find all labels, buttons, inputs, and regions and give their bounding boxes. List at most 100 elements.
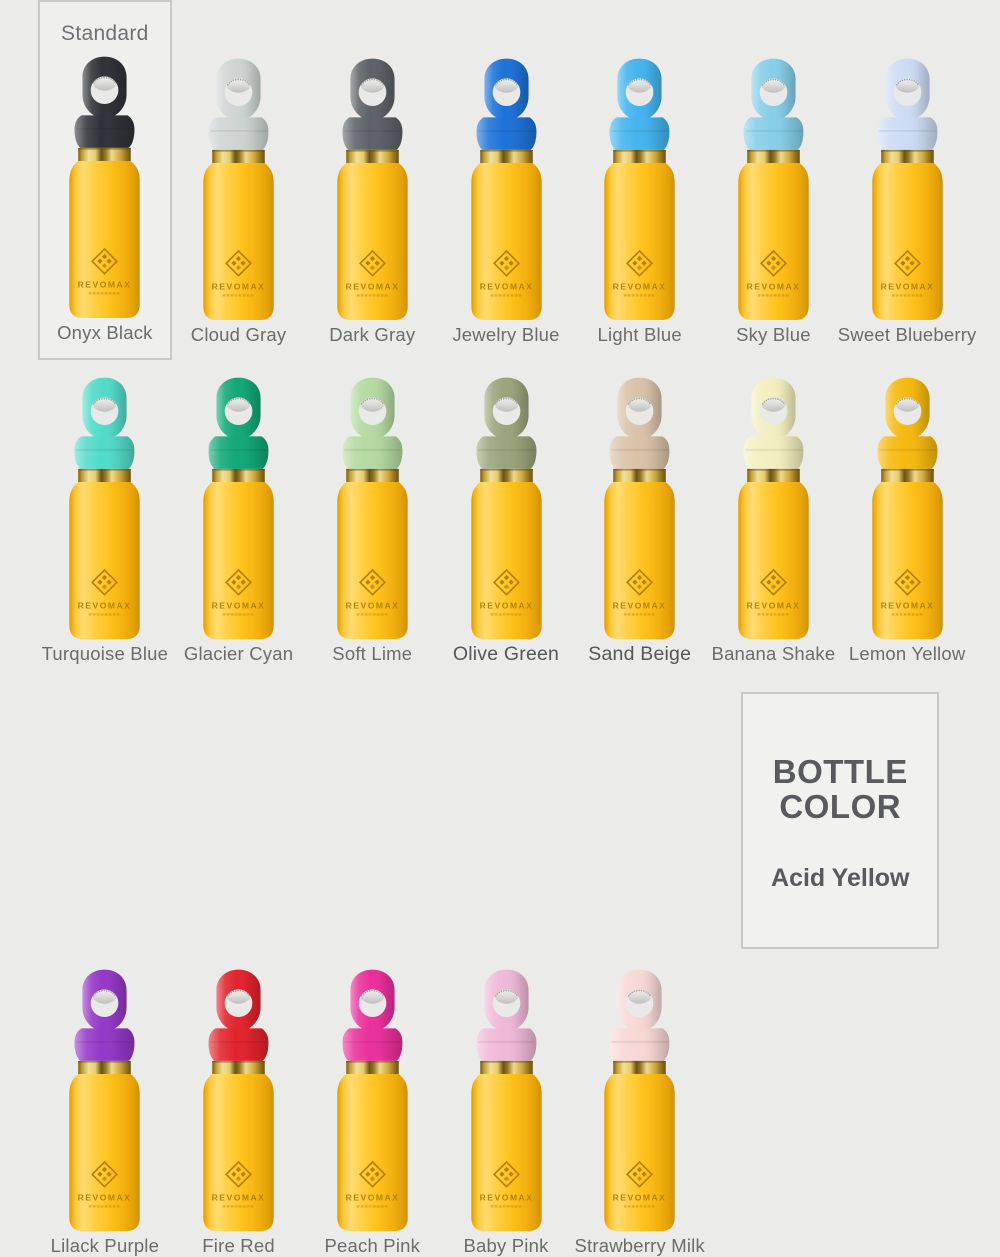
bottle-illustration: REVOMAX bbox=[738, 377, 809, 640]
bottle-swatch: REVOMAX Fire Red bbox=[172, 949, 306, 1257]
cap-color-label: Onyx Black bbox=[57, 322, 153, 343]
bottle-row-3: BOTTLE COLOR Acid Yellow bbox=[0, 675, 1000, 1256]
bottle-body bbox=[69, 161, 141, 319]
gold-band bbox=[212, 468, 265, 483]
bottle-body bbox=[470, 163, 542, 321]
bottle-swatch: REVOMAX Banana Shake bbox=[707, 360, 841, 675]
cap-color-label: Olive Green bbox=[452, 643, 560, 665]
gold-band bbox=[78, 147, 132, 162]
cap-color-label: Glacier Cyan bbox=[183, 643, 294, 664]
bottle-swatch: REVOMAX Strawberry Milk bbox=[573, 949, 707, 1257]
bottle-body bbox=[203, 482, 274, 640]
cap-loop-shading bbox=[350, 58, 395, 120]
cap-body-shading bbox=[476, 436, 536, 469]
cap-body-shading bbox=[208, 436, 269, 469]
bottle-illustration: REVOMAX bbox=[738, 58, 809, 321]
cap-color-label: Banana Shake bbox=[711, 643, 836, 664]
cap-color-label: Lemon Yellow bbox=[848, 643, 966, 664]
cap-loop-shading bbox=[751, 58, 796, 120]
cap-loop-shading bbox=[82, 56, 127, 118]
gold-band bbox=[479, 149, 533, 164]
bottle-color-title-line2: COLOR bbox=[779, 788, 902, 825]
bottle-illustration: REVOMAX bbox=[604, 58, 675, 321]
bottle-illustration: REVOMAX bbox=[203, 377, 274, 640]
bottle-color-title-line1: BOTTLE bbox=[772, 753, 908, 790]
bottle-body bbox=[203, 163, 274, 321]
brand-logo-text: REVOMAX bbox=[747, 282, 801, 292]
cap-color-label: Fire Red bbox=[202, 1235, 275, 1256]
bottle-swatch: REVOMAX Lilack Purple bbox=[38, 949, 172, 1257]
bottle-illustration: REVOMAX bbox=[871, 58, 943, 321]
brand-logo-text: REVOMAX bbox=[613, 1193, 667, 1203]
gold-band bbox=[212, 149, 265, 164]
bottle-swatch: REVOMAX Sand Beige bbox=[573, 360, 707, 675]
gold-band bbox=[346, 468, 399, 483]
cap-color-label: Turquoise Blue bbox=[41, 643, 169, 664]
bottle-body bbox=[738, 482, 809, 640]
bottle-swatch: REVOMAX Baby Pink bbox=[439, 949, 573, 1257]
cap-body-shading bbox=[743, 436, 804, 469]
bottle-illustration: REVOMAX bbox=[337, 58, 408, 321]
bottle-illustration: REVOMAX bbox=[203, 58, 274, 321]
bottle-swatch: REVOMAX Glacier Cyan bbox=[172, 360, 306, 675]
bottle-body bbox=[337, 1074, 408, 1232]
brand-logo-text: REVOMAX bbox=[78, 280, 132, 290]
bottle-body bbox=[738, 163, 809, 321]
gold-band bbox=[880, 149, 934, 164]
gold-band bbox=[78, 468, 132, 483]
brand-logo-text: REVOMAX bbox=[479, 601, 533, 611]
gold-band bbox=[346, 1060, 399, 1075]
cap-color-label: Baby Pink bbox=[463, 1235, 549, 1256]
bottle-swatch: REVOMAX Turquoise Blue bbox=[38, 360, 172, 675]
bottle-illustration: REVOMAX bbox=[604, 377, 675, 640]
cap-body-shading bbox=[877, 436, 938, 469]
brand-logo-text: REVOMAX bbox=[345, 1193, 399, 1203]
bottle-illustration: REVOMAX bbox=[871, 377, 943, 640]
bottle-color-title: BOTTLE COLOR bbox=[773, 754, 908, 824]
cap-body-shading bbox=[476, 1028, 536, 1061]
brand-logo: REVOMAX bbox=[345, 568, 399, 616]
cap-color-label: Peach Pink bbox=[324, 1235, 421, 1256]
cap-body-shading bbox=[208, 1028, 269, 1061]
gold-band bbox=[880, 468, 934, 483]
cap-loop-shading bbox=[350, 377, 395, 439]
cap-loop-shading bbox=[483, 377, 529, 439]
bottle-body bbox=[871, 163, 943, 321]
bottle-swatch: REVOMAX Olive Green bbox=[439, 360, 573, 675]
cap-body-shading bbox=[74, 115, 135, 148]
bottle-illustration: REVOMAX bbox=[203, 969, 274, 1232]
standard-badge: Standard bbox=[61, 22, 149, 45]
cap-color-label: Light Blue bbox=[597, 324, 682, 345]
brand-logo: REVOMAX bbox=[747, 568, 799, 616]
brand-logo-text: REVOMAX bbox=[212, 282, 266, 292]
cap-body-shading bbox=[74, 436, 135, 469]
brand-logo-text: REVOMAX bbox=[212, 1193, 266, 1203]
bottle-row-2: REVOMAX Turquoise Blue bbox=[0, 360, 1000, 675]
cap-body-shading bbox=[342, 436, 403, 469]
cap-color-label: Sand Beige bbox=[588, 643, 692, 665]
bottle-swatch: REVOMAX Sweet Blueberry bbox=[838, 0, 976, 360]
cap-color-label: Lilack Purple bbox=[50, 1235, 160, 1256]
brand-logo-text: REVOMAX bbox=[345, 601, 399, 611]
gold-band bbox=[747, 149, 800, 164]
cap-body-shading bbox=[743, 117, 804, 150]
gold-band bbox=[613, 149, 666, 164]
cap-color-label: Soft Lime bbox=[332, 643, 413, 664]
gold-band bbox=[479, 1060, 533, 1075]
brand-logo-text: REVOMAX bbox=[78, 601, 132, 611]
gold-band bbox=[747, 468, 800, 483]
bottle-swatch: REVOMAX Jewelry Blue bbox=[439, 0, 573, 360]
cap-body-shading bbox=[476, 117, 536, 150]
bottle-body bbox=[470, 482, 542, 640]
diamond-logo-icon bbox=[893, 568, 921, 596]
bottle-body bbox=[871, 482, 943, 640]
brand-logo-text: REVOMAX bbox=[78, 1193, 132, 1203]
bottle-illustration: REVOMAX bbox=[470, 377, 542, 640]
bottle-illustration: REVOMAX bbox=[470, 969, 542, 1232]
cap-loop-shading bbox=[483, 58, 529, 120]
cap-color-label: Cloud Gray bbox=[190, 324, 287, 345]
gold-band bbox=[479, 468, 533, 483]
brand-logo-text: REVOMAX bbox=[613, 282, 667, 292]
cap-loop-shading bbox=[216, 377, 261, 439]
gold-band bbox=[613, 468, 666, 483]
